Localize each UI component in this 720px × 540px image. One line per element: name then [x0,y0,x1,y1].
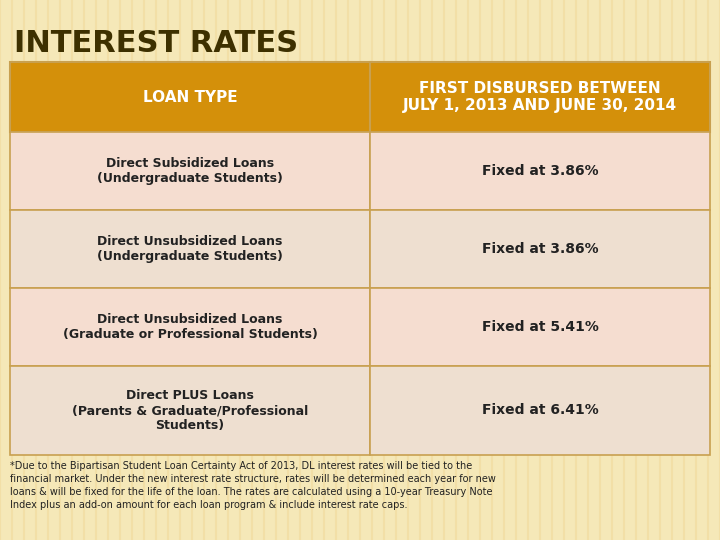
Text: Index plus an add-on amount for each loan program & include interest rate caps.: Index plus an add-on amount for each loa… [10,500,408,510]
Text: financial market. Under the new interest rate structure, rates will be determine: financial market. Under the new interest… [10,474,496,484]
Text: INTEREST RATES: INTEREST RATES [14,29,298,58]
Bar [10,62,370,132]
Text: Direct Unsubsidized Loans
(Undergraduate Students): Direct Unsubsidized Loans (Undergraduate… [97,235,283,263]
Bar [10,366,370,455]
Text: FIRST DISBURSED BETWEEN
JULY 1, 2013 AND JUNE 30, 2014: FIRST DISBURSED BETWEEN JULY 1, 2013 AND… [403,81,677,113]
Text: Fixed at 3.86%: Fixed at 3.86% [482,242,598,256]
Text: Direct PLUS Loans
(Parents & Graduate/Professional
Students): Direct PLUS Loans (Parents & Graduate/Pr… [72,389,308,432]
Bar [10,132,370,210]
Bar [370,366,710,455]
Text: Direct Subsidized Loans
(Undergraduate Students): Direct Subsidized Loans (Undergraduate S… [97,157,283,185]
Text: LOAN TYPE: LOAN TYPE [143,90,238,105]
Bar [10,288,370,366]
Text: loans & will be fixed for the life of the loan. The rates are calculated using a: loans & will be fixed for the life of th… [10,487,492,497]
Bar [370,62,710,132]
Text: Direct Unsubsidized Loans
(Graduate or Professional Students): Direct Unsubsidized Loans (Graduate or P… [63,313,318,341]
Bar [370,288,710,366]
Bar [370,210,710,288]
Bar [370,132,710,210]
Text: Fixed at 5.41%: Fixed at 5.41% [482,320,598,334]
Text: Fixed at 6.41%: Fixed at 6.41% [482,403,598,417]
Text: Fixed at 3.86%: Fixed at 3.86% [482,164,598,178]
Text: *Due to the Bipartisan Student Loan Certainty Act of 2013, DL interest rates wil: *Due to the Bipartisan Student Loan Cert… [10,461,472,471]
Bar [10,210,370,288]
